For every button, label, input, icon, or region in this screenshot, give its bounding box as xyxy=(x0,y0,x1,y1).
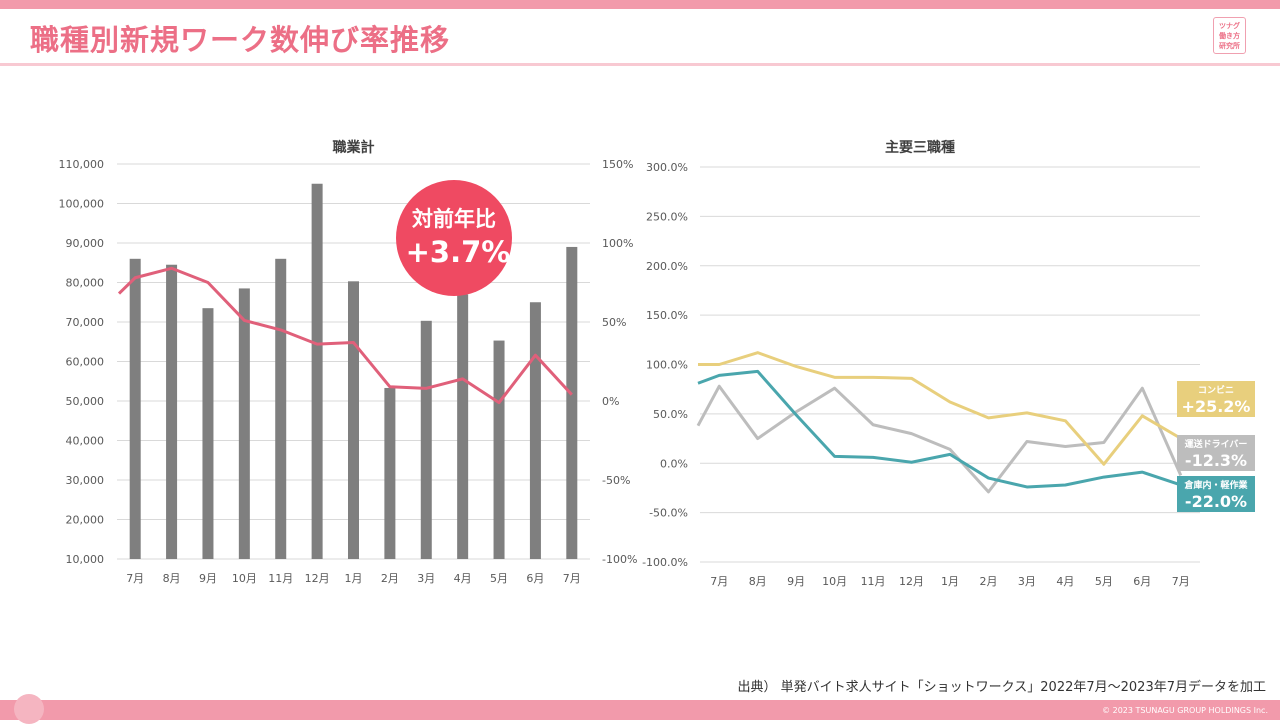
left-y-tick-label: 110,000 xyxy=(59,158,105,171)
bar-4 xyxy=(238,288,250,559)
bar-1 xyxy=(129,258,141,559)
right-x-tick-label: 6月 xyxy=(1133,575,1151,588)
series-final-value-konbini: +25.2% xyxy=(1182,397,1251,416)
left-x-tick-label: 11月 xyxy=(268,572,293,585)
bar-7 xyxy=(348,281,359,559)
left-x-tick-label: 8月 xyxy=(163,572,181,585)
series-name-driver: 運送ドライバー xyxy=(1185,438,1248,450)
left-y-tick-label: 50,000 xyxy=(66,395,105,408)
bar-3 xyxy=(202,308,214,559)
series-label-box-warehouse xyxy=(1177,476,1255,512)
left-chart-title: 職業計 xyxy=(333,139,375,156)
series-label-box-konbini xyxy=(1177,381,1255,417)
right-chart-y-tick-label: -100.0% xyxy=(642,556,688,569)
right-chart-y-tick-label: -50.0% xyxy=(649,507,688,520)
bar-11 xyxy=(493,340,505,559)
yoy-badge-value: +3.7% xyxy=(406,235,511,269)
right-y-tick-label: -50% xyxy=(602,474,630,487)
right-x-tick-label: 2月 xyxy=(979,575,997,588)
right-chart-y-tick-label: 300.0% xyxy=(646,161,688,174)
right-chart-y-tick-label: 50.0% xyxy=(653,408,688,421)
left-y-tick-label: 40,000 xyxy=(66,435,105,448)
growth-rate-line xyxy=(117,266,573,405)
right-chart-y-tick-label: 100.0% xyxy=(646,359,688,372)
left-y-tick-label: 90,000 xyxy=(66,237,105,250)
page-marker xyxy=(14,694,44,724)
title-divider xyxy=(0,63,1280,66)
series-line-driver xyxy=(696,384,1183,494)
left-x-tick-label: 7月 xyxy=(563,572,581,585)
right-chart-y-tick-label: 0.0% xyxy=(660,457,688,470)
bottom-band xyxy=(0,700,1280,720)
right-y-tick-label: -100% xyxy=(602,553,637,566)
left-y-tick-label: 20,000 xyxy=(66,514,105,527)
series-line-konbini xyxy=(698,351,1182,466)
right-x-tick-label: 11月 xyxy=(861,575,886,588)
right-chart-title: 主要三職種 xyxy=(885,139,955,156)
series-final-value-warehouse: -22.0% xyxy=(1185,492,1247,511)
left-x-tick-label: 10月 xyxy=(232,572,257,585)
yoy-badge xyxy=(396,180,512,296)
logo-line-2: 働き方 xyxy=(1219,32,1240,40)
bar-12 xyxy=(529,302,541,559)
left-x-tick-label: 3月 xyxy=(417,572,435,585)
right-x-tick-label: 10月 xyxy=(822,575,847,588)
left-x-tick-label: 4月 xyxy=(454,572,472,585)
left-x-tick-label: 12月 xyxy=(305,572,330,585)
right-x-tick-label: 7月 xyxy=(710,575,728,588)
series-final-value-driver: -12.3% xyxy=(1185,451,1247,470)
left-x-tick-label: 9月 xyxy=(199,572,217,585)
logo-line-1: ツナグ xyxy=(1219,22,1240,30)
bar-6 xyxy=(311,183,323,559)
right-x-tick-label: 3月 xyxy=(1018,575,1036,588)
left-x-tick-label: 1月 xyxy=(345,572,363,585)
right-chart-y-tick-label: 250.0% xyxy=(646,210,688,223)
left-x-tick-label: 6月 xyxy=(526,572,544,585)
right-chart-y-tick-label: 200.0% xyxy=(646,260,688,273)
right-y-tick-label: 0% xyxy=(602,395,619,408)
left-y-tick-label: 10,000 xyxy=(66,553,105,566)
right-y-tick-label: 50% xyxy=(602,316,626,329)
logo-line-3: 研究所 xyxy=(1219,42,1240,50)
right-x-tick-label: 12月 xyxy=(899,575,924,588)
bar-9 xyxy=(420,320,432,559)
right-x-tick-label: 4月 xyxy=(1056,575,1074,588)
right-x-tick-label: 9月 xyxy=(787,575,805,588)
bar-8 xyxy=(384,387,396,559)
right-y-tick-label: 100% xyxy=(602,237,633,250)
source-note: 出典） 単発バイト求人サイト「ショットワークス」2022年7月～2023年7月デ… xyxy=(737,680,1266,695)
left-x-tick-label: 7月 xyxy=(126,572,144,585)
logo: ツナグ 働き方 研究所 xyxy=(1213,17,1246,54)
bar-5 xyxy=(275,258,287,559)
bar-10 xyxy=(457,294,469,559)
left-y-tick-label: 30,000 xyxy=(66,474,105,487)
right-chart-y-tick-label: 150.0% xyxy=(646,309,688,322)
left-y-tick-label: 70,000 xyxy=(66,316,105,329)
page-title: 職種別新規ワーク数伸び率推移 xyxy=(30,23,451,57)
left-y-tick-label: 60,000 xyxy=(66,356,105,369)
right-x-tick-label: 5月 xyxy=(1095,575,1113,588)
right-y-tick-label: 150% xyxy=(602,158,633,171)
left-y-tick-label: 80,000 xyxy=(66,277,105,290)
yoy-badge-label: 対前年比 xyxy=(412,207,496,231)
series-label-box-driver xyxy=(1177,435,1255,471)
left-x-tick-label: 2月 xyxy=(381,572,399,585)
series-line-warehouse xyxy=(697,369,1182,489)
series-name-konbini: コンビニ xyxy=(1198,384,1234,396)
top-stripe xyxy=(0,0,1280,9)
right-x-tick-label: 1月 xyxy=(941,575,959,588)
right-x-tick-label: 7月 xyxy=(1172,575,1190,588)
bar-2 xyxy=(166,264,178,559)
left-y-tick-label: 100,000 xyxy=(59,198,105,211)
left-x-tick-label: 5月 xyxy=(490,572,508,585)
copyright: © 2023 TSUNAGU GROUP HOLDINGS Inc. xyxy=(1102,706,1268,715)
series-name-warehouse: 倉庫内・軽作業 xyxy=(1183,479,1248,491)
bar-13 xyxy=(566,246,578,559)
right-x-tick-label: 8月 xyxy=(749,575,767,588)
